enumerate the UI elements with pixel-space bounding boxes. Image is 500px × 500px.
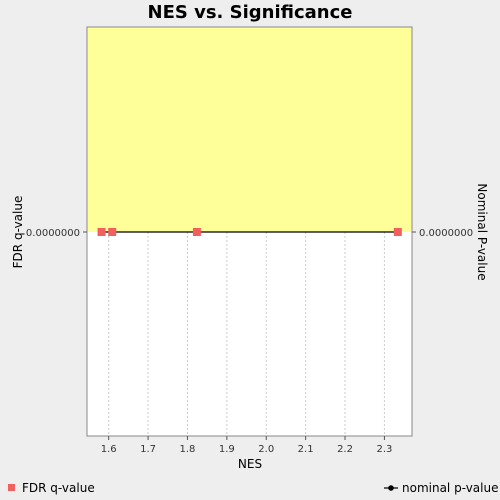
x-tick-label: 1.9	[219, 444, 235, 455]
legend-fdr-label: FDR q-value	[22, 481, 95, 495]
x-axis-label: NES	[238, 457, 262, 471]
legend-fdr-marker	[8, 484, 15, 491]
y-axis-label-right: Nominal P-value	[475, 183, 489, 280]
significant-region	[87, 27, 412, 232]
chart-title: NES vs. Significance	[148, 2, 353, 23]
fdr-point	[393, 228, 402, 236]
x-tick-label: 2.3	[376, 444, 392, 455]
y-tick-left: 0.0000000	[26, 228, 80, 239]
x-tick-label: 1.7	[140, 444, 156, 455]
x-tick-label: 1.8	[180, 444, 196, 455]
fdr-q-value-series	[97, 228, 402, 236]
x-tick-label: 2.2	[337, 444, 353, 455]
legend-nominal-dot	[388, 485, 394, 491]
plot-frame	[83, 26, 416, 437]
fdr-point	[108, 228, 117, 236]
y-tick-right: 0.0000000	[419, 228, 473, 239]
grid-lines	[108, 232, 385, 436]
x-axis-ticks: 1.6 1.7 1.8 1.9 2.0 2.1 2.2 2.3	[101, 436, 392, 455]
legend-nominal-label: nominal p-value	[402, 481, 498, 495]
legend: FDR q-value nominal p-value	[8, 481, 498, 495]
fdr-point	[192, 228, 201, 236]
y-axis-label-left: FDR q-value	[11, 196, 25, 269]
fdr-point	[97, 228, 106, 236]
x-tick-label: 1.6	[101, 444, 117, 455]
x-tick-label: 2.0	[258, 444, 274, 455]
x-tick-label: 2.1	[298, 444, 314, 455]
